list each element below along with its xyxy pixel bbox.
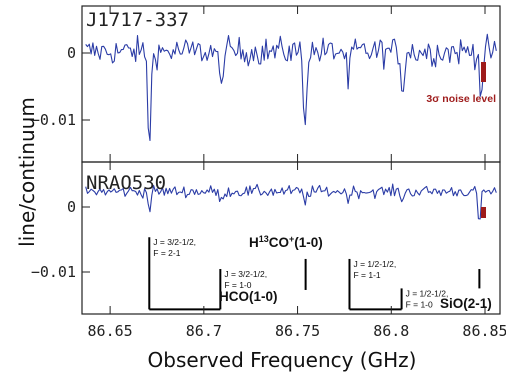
sio-label: SiO(2-1) bbox=[440, 296, 492, 311]
transition-label: F = 2-1 bbox=[153, 248, 180, 258]
panel-bottom-frame bbox=[81, 161, 501, 315]
transition-label: F = 1-1 bbox=[353, 270, 380, 280]
ytick-label-top-1: −0.01 bbox=[31, 111, 76, 129]
noise-level-bar-top bbox=[481, 62, 486, 82]
xtick-label: 86.75 bbox=[275, 322, 320, 340]
spectrum-line-top bbox=[85, 33, 497, 142]
xtick-label: 86.65 bbox=[88, 322, 133, 340]
noise-level-label: 3σ noise level bbox=[426, 93, 496, 105]
xtick-label: 86.7 bbox=[186, 322, 222, 340]
transition-label: J = 1/2-1/2, bbox=[406, 288, 449, 298]
ytick-label-bottom-1: −0.01 bbox=[31, 263, 76, 281]
h13co-label: H13CO+(1-0) bbox=[249, 234, 323, 250]
ytick-label-top-0: 0 bbox=[67, 44, 76, 62]
panel-bottom: NRAO530 0 −0.01 J = 3/2-1/2,F = 2-1J = 3… bbox=[31, 161, 501, 315]
xtick-label: 86.85 bbox=[462, 322, 506, 340]
noise-level-bar-bottom bbox=[481, 207, 486, 218]
hco-label: HCO(1-0) bbox=[219, 289, 278, 304]
x-axis-ticks: 86.65 86.7 86.75 86.8 86.85 bbox=[88, 6, 506, 340]
transition-label: J = 1/2-1/2, bbox=[353, 259, 396, 269]
transition-label: F = 1-0 bbox=[406, 299, 433, 309]
spectrum-line-bottom bbox=[85, 183, 497, 220]
transition-label: F = 1-0 bbox=[224, 280, 251, 290]
panel-top: J1717-337 0 −0.01 3σ noise level bbox=[31, 5, 501, 163]
transition-label: J = 3/2-1/2, bbox=[153, 237, 196, 247]
source-label-bottom: NRAO530 bbox=[86, 172, 166, 194]
xtick-label: 86.8 bbox=[373, 322, 409, 340]
x-axis-title: Observed Frequency (GHz) bbox=[148, 348, 417, 372]
y-axis-title: line/continuum bbox=[15, 97, 39, 247]
source-label-top: J1717-337 bbox=[86, 9, 189, 31]
transition-label: J = 3/2-1/2, bbox=[224, 269, 267, 279]
ytick-label-bottom-0: 0 bbox=[67, 198, 76, 216]
line-markers: J = 3/2-1/2,F = 2-1J = 3/2-1/2,F = 1-0J … bbox=[148, 237, 481, 311]
